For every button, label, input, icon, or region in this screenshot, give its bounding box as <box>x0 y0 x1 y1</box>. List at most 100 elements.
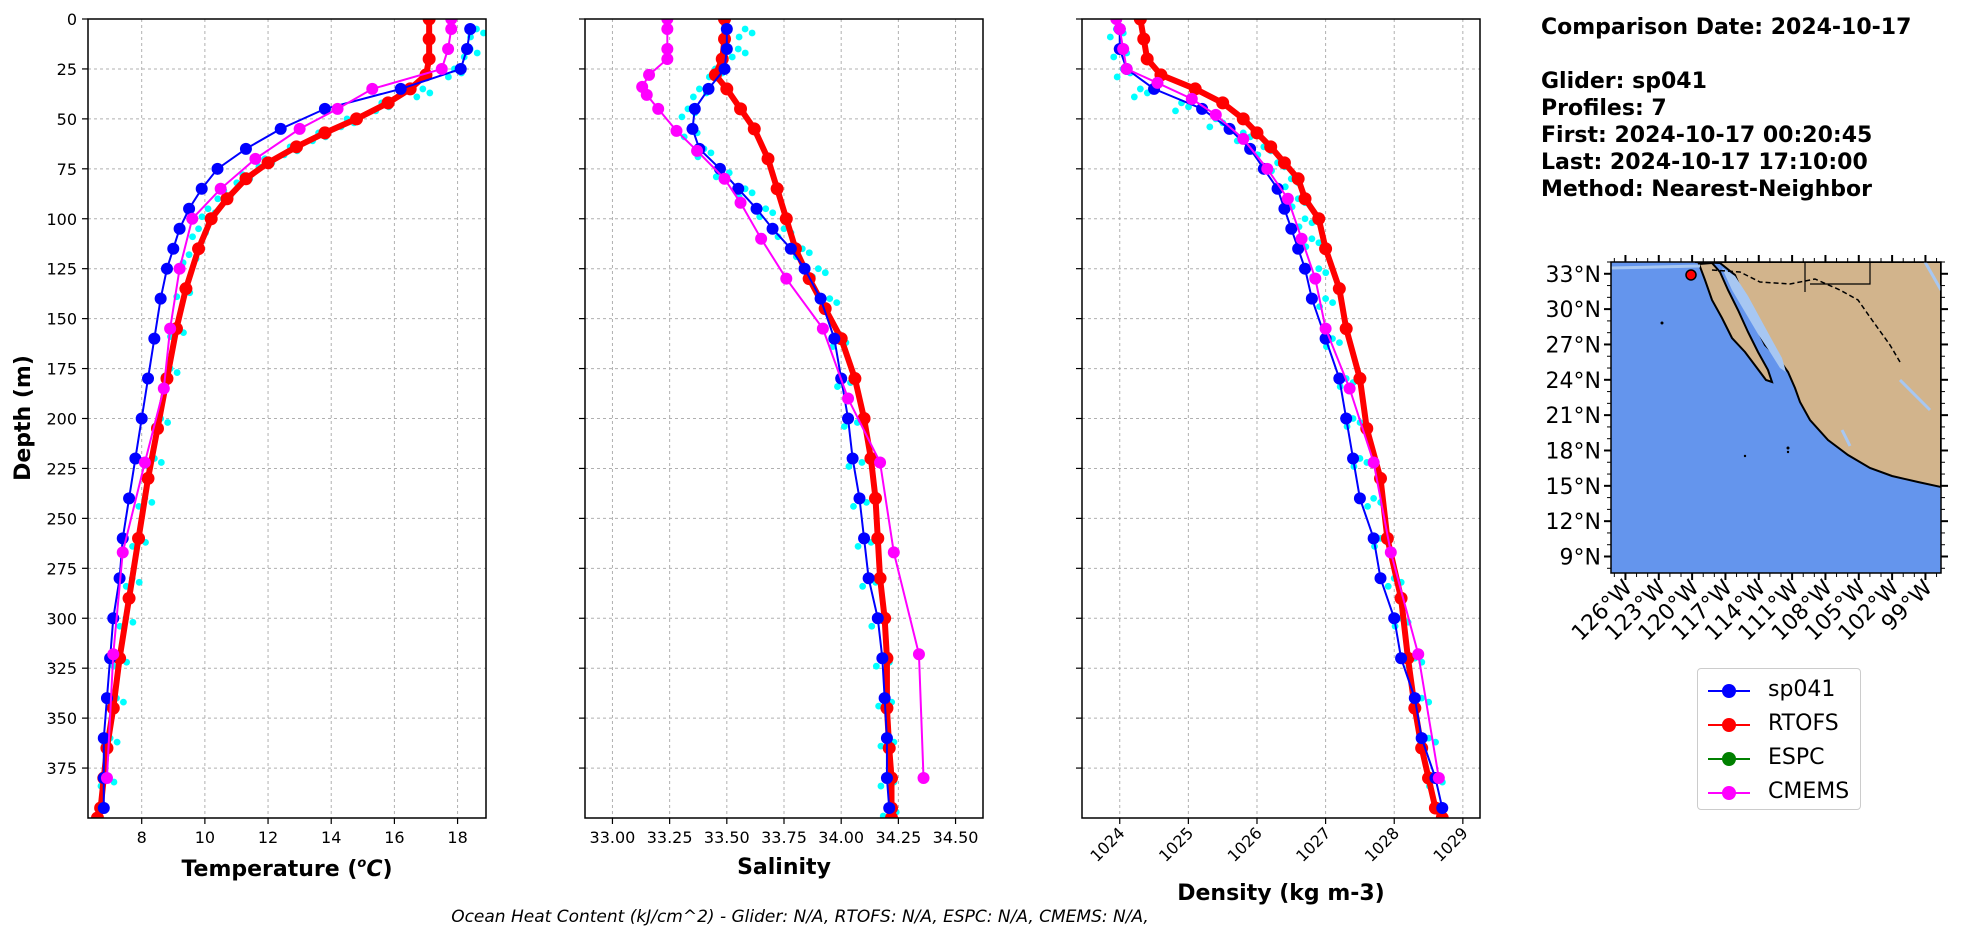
raw-data-point <box>814 265 822 273</box>
data-point-rtofs <box>1332 282 1346 296</box>
y-tick-label: 50 <box>57 110 77 129</box>
x-tick-label: 1027 <box>1292 823 1334 865</box>
data-point-sp041 <box>394 82 407 95</box>
raw-data-point <box>769 209 777 217</box>
data-point-rtofs <box>132 531 146 545</box>
data-point-rtofs <box>1264 140 1278 154</box>
data-point-sp041 <box>814 292 827 305</box>
density-xlabel: Density (kg m-3) <box>1177 881 1385 906</box>
data-point-rtofs <box>1140 52 1154 66</box>
raw-data-point <box>834 383 841 390</box>
data-point-cmems <box>138 456 151 469</box>
raw-data-point <box>858 459 866 466</box>
raw-data-point <box>129 618 137 626</box>
data-point-rtofs <box>1277 156 1291 170</box>
raw-data-point <box>875 702 883 710</box>
data-point-sp041 <box>148 332 161 345</box>
grid <box>88 18 486 818</box>
data-point-rtofs <box>1435 811 1449 818</box>
raw-data-point <box>748 29 756 37</box>
data-point-sp041 <box>1278 202 1291 215</box>
raw-data-point <box>872 662 880 670</box>
data-point-cmems <box>1309 272 1322 285</box>
data-point-sp041 <box>464 22 477 35</box>
x-tick-label: 1028 <box>1361 823 1403 865</box>
series-line-cmems <box>1115 19 1440 779</box>
raw-data-point <box>113 738 121 746</box>
data-point-sp041 <box>732 182 745 195</box>
raw-data-point <box>204 205 212 213</box>
y-tick-label: 25 <box>57 60 77 79</box>
ocean-heat-content-note: Ocean Heat Content (kJ/cm^2) - Glider: N… <box>451 907 1149 927</box>
data-point-cmems <box>661 42 674 55</box>
x-tick-label: 1025 <box>1155 823 1197 865</box>
raw-data-point <box>805 249 813 257</box>
data-point-cmems <box>100 772 113 785</box>
last-profile-time: Last: 2024-10-17 17:10:00 <box>1541 150 1868 175</box>
data-point-cmems <box>640 88 653 101</box>
data-point-sp041 <box>142 372 155 385</box>
data-point-rtofs <box>1298 192 1312 206</box>
raw-data-point <box>413 93 421 101</box>
data-point-cmems <box>755 232 768 245</box>
data-point-sp041 <box>871 612 884 625</box>
y-tick-label: 300 <box>46 609 77 628</box>
data-point-sp041 <box>750 202 763 215</box>
data-point-cmems <box>874 456 887 469</box>
raw-data-point <box>1113 73 1121 81</box>
x-tick-label: 1029 <box>1429 823 1471 865</box>
data-point-rtofs <box>289 140 303 154</box>
baja-peninsula <box>1697 262 1774 384</box>
data-point-cmems <box>1295 232 1308 245</box>
data-point-cmems <box>173 262 186 275</box>
x-tick-label: 1024 <box>1086 823 1128 865</box>
data-point-sp041 <box>842 412 855 425</box>
data-point-sp041 <box>686 122 699 135</box>
plot-area <box>90 19 486 818</box>
legend-item-cmems: CMEMS <box>1698 773 1860 807</box>
x-tick-label: 34.25 <box>875 828 921 847</box>
data-point-cmems <box>691 144 704 157</box>
x-tick-label: 16 <box>384 828 404 847</box>
y-tick-label: 150 <box>46 310 77 329</box>
raw-data-point <box>859 582 867 590</box>
data-point-sp041 <box>853 492 866 505</box>
legend-marker <box>1722 752 1736 766</box>
data-point-rtofs <box>871 531 885 545</box>
us-mexico-border <box>1711 269 1901 363</box>
data-point-sp041 <box>846 452 859 465</box>
data-point-rtofs <box>747 122 761 136</box>
raw-data-point <box>840 423 848 430</box>
raw-data-point <box>445 73 452 81</box>
data-point-cmems <box>164 322 177 335</box>
data-point-cmems <box>1281 192 1294 205</box>
data-point-cmems <box>816 322 829 335</box>
data-point-sp041 <box>878 692 891 705</box>
data-point-rtofs <box>770 182 784 196</box>
x-tick-label: 1026 <box>1224 823 1266 865</box>
raw-data-point <box>826 295 834 303</box>
y-tick-label: 175 <box>46 360 77 379</box>
lat-tick-label: 12°N <box>1546 510 1601 535</box>
legend-item-espc: ESPC <box>1698 739 1860 773</box>
data-point-cmems <box>249 152 262 165</box>
raw-data-point <box>748 189 756 197</box>
raw-data-point <box>1364 503 1372 510</box>
data-point-sp041 <box>1388 612 1401 625</box>
data-point-cmems <box>331 102 344 115</box>
data-point-sp041 <box>154 292 167 305</box>
location-map: 33°N30°N27°N24°N21°N18°N15°N12°N9°N126°W… <box>1546 255 1948 646</box>
island-dot <box>1786 450 1790 454</box>
data-point-sp041 <box>828 332 841 345</box>
legend-label: CMEMS <box>1768 779 1850 804</box>
data-point-sp041 <box>97 732 110 745</box>
raw-data-point <box>689 93 697 101</box>
data-point-rtofs <box>868 491 882 505</box>
data-point-cmems <box>1120 62 1133 75</box>
data-point-sp041 <box>720 22 733 35</box>
legend: sp041 RTOFS ESPC CMEMS <box>1697 668 1861 810</box>
data-point-cmems <box>293 122 306 135</box>
data-point-rtofs <box>880 701 894 715</box>
data-point-rtofs <box>873 571 887 585</box>
data-point-rtofs <box>318 126 332 140</box>
